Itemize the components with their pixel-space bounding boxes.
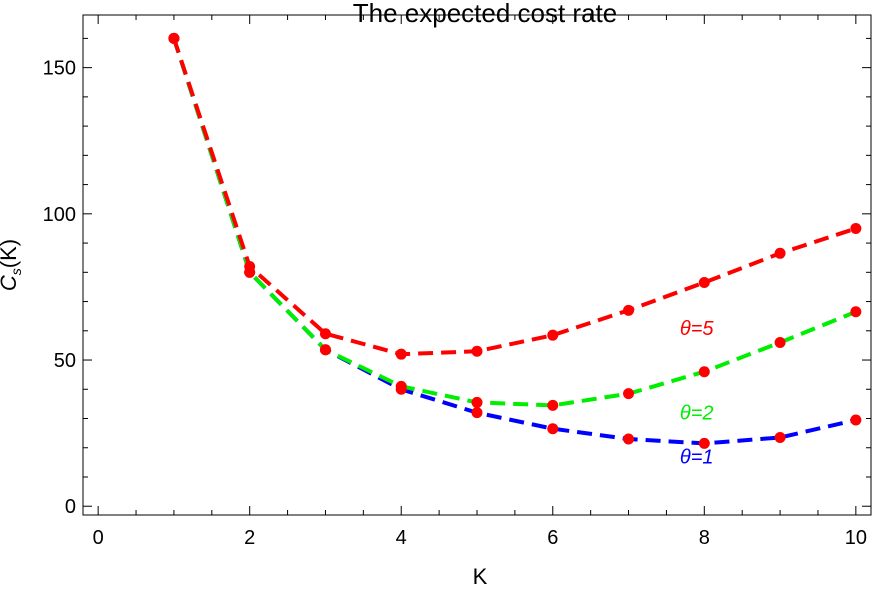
data-point bbox=[547, 399, 559, 411]
data-point bbox=[850, 414, 862, 426]
series-label: θ=1 bbox=[680, 447, 714, 469]
data-point bbox=[395, 348, 407, 360]
data-point bbox=[698, 366, 710, 378]
y-tick-label: 0 bbox=[65, 496, 76, 518]
data-point bbox=[319, 344, 331, 356]
data-point bbox=[774, 432, 786, 444]
x-tick-label: 2 bbox=[244, 527, 255, 549]
data-point bbox=[395, 380, 407, 392]
x-axis-label: K bbox=[473, 564, 488, 589]
data-point bbox=[850, 222, 862, 234]
series-line bbox=[171, 37, 857, 446]
x-tick-label: 10 bbox=[845, 527, 867, 549]
data-point bbox=[319, 328, 331, 340]
y-tick-label: 150 bbox=[43, 58, 76, 80]
series-label: θ=5 bbox=[680, 318, 715, 340]
data-point bbox=[547, 329, 559, 341]
data-point bbox=[698, 277, 710, 289]
data-point bbox=[774, 247, 786, 259]
data-point bbox=[547, 423, 559, 435]
y-axis-label-main: C bbox=[0, 275, 21, 291]
x-tick-label: 8 bbox=[699, 527, 710, 549]
y-tick-label: 100 bbox=[43, 204, 76, 226]
data-point bbox=[471, 407, 483, 419]
chart-title: The expected cost rate bbox=[353, 0, 617, 28]
series-lines bbox=[171, 37, 857, 446]
data-point bbox=[244, 260, 256, 272]
data-point bbox=[168, 32, 180, 44]
data-point bbox=[774, 336, 786, 348]
x-tick-label: 6 bbox=[547, 527, 558, 549]
data-point bbox=[850, 306, 862, 318]
data-point bbox=[471, 396, 483, 408]
series-line bbox=[172, 37, 857, 357]
x-tick-label: 4 bbox=[396, 527, 407, 549]
series-label: θ=2 bbox=[680, 403, 714, 425]
data-markers bbox=[168, 32, 862, 449]
series-labels: θ=1 θ=2 θ=5 bbox=[680, 318, 715, 469]
x-tick-label: 0 bbox=[93, 527, 104, 549]
data-point bbox=[471, 345, 483, 357]
series-line bbox=[171, 37, 857, 408]
y-axis-label-sub: s bbox=[8, 268, 24, 275]
data-point bbox=[623, 433, 635, 445]
y-tick-label: 50 bbox=[54, 350, 76, 372]
data-point bbox=[623, 304, 635, 316]
y-axis-label: Cs(K) bbox=[0, 239, 24, 291]
data-point bbox=[698, 437, 710, 449]
y-axis-label-tail: (K) bbox=[0, 239, 21, 268]
data-point bbox=[623, 388, 635, 400]
